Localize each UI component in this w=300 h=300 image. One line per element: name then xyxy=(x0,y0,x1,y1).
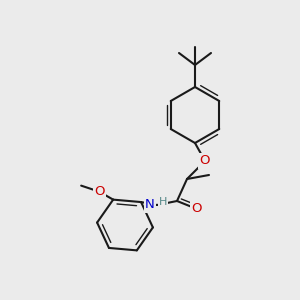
Text: N: N xyxy=(145,199,155,212)
Text: H: H xyxy=(159,197,167,207)
Text: O: O xyxy=(192,202,202,215)
Text: O: O xyxy=(200,154,210,167)
Text: O: O xyxy=(94,185,104,198)
